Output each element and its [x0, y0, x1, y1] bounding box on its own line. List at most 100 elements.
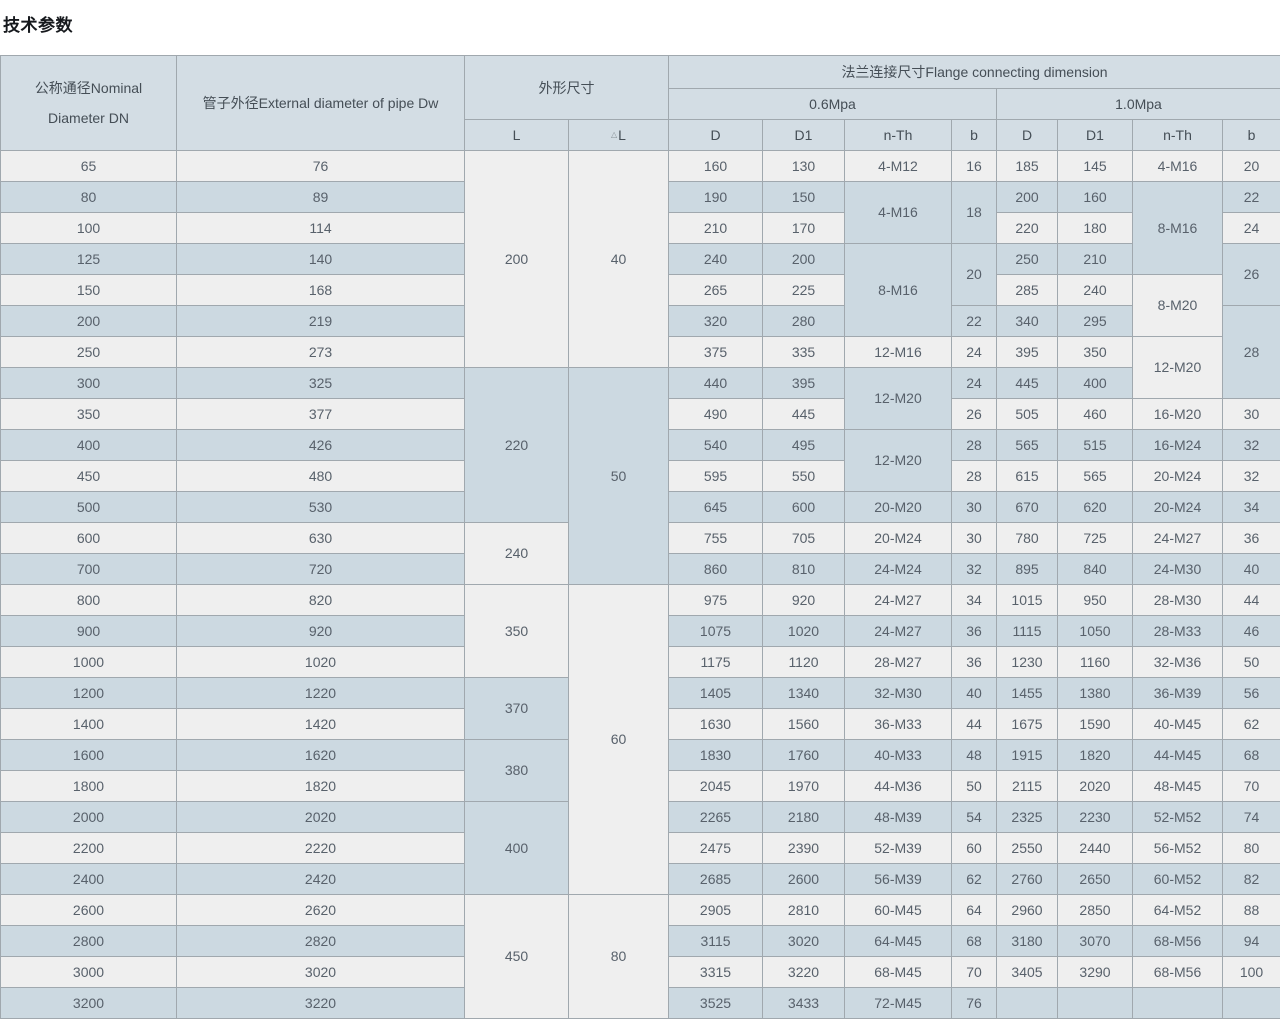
- col-header-d1-06: D1: [762, 119, 845, 151]
- table-cell: 200: [762, 243, 845, 275]
- table-cell: 1820: [1057, 739, 1133, 771]
- table-cell: 70: [1222, 770, 1280, 802]
- table-cell: 65: [0, 150, 177, 182]
- table-cell: 2220: [176, 832, 465, 864]
- table-cell: 62: [951, 863, 997, 895]
- table-cell: 600: [0, 522, 177, 554]
- table-cell: 28-M33: [1132, 615, 1223, 647]
- table-cell: 670: [996, 491, 1058, 523]
- table-cell: 160: [1057, 181, 1133, 213]
- table-cell: 24-M24: [844, 553, 952, 585]
- table-cell: 32: [1222, 429, 1280, 461]
- table-cell: 80: [568, 894, 669, 1019]
- table-cell: 48-M39: [844, 801, 952, 833]
- table-cell: 8-M20: [1132, 274, 1223, 337]
- table-cell: 565: [996, 429, 1058, 461]
- table-cell: 2800: [0, 925, 177, 957]
- table-cell: 400: [0, 429, 177, 461]
- table-cell: 600: [762, 491, 845, 523]
- table-cell: 12-M20: [1132, 336, 1223, 399]
- table-cell: 1405: [668, 677, 763, 709]
- table-cell: 3070: [1057, 925, 1133, 957]
- table-cell: 2960: [996, 894, 1058, 926]
- table-cell: 26: [1222, 243, 1280, 306]
- table-cell: 565: [1057, 460, 1133, 492]
- spec-table-header: 公称通径Nominal Diameter DN 管子外径External dia…: [0, 55, 1280, 151]
- table-cell: 50: [568, 367, 669, 585]
- table-cell: 180: [1057, 212, 1133, 244]
- table-cell: 4-M16: [844, 181, 952, 244]
- table-cell: 426: [176, 429, 465, 461]
- table-cell: 2685: [668, 863, 763, 895]
- table-cell: 2400: [0, 863, 177, 895]
- table-cell: 210: [1057, 243, 1133, 275]
- table-cell: 350: [464, 584, 569, 678]
- table-cell: 755: [668, 522, 763, 554]
- table-cell: 2200: [0, 832, 177, 864]
- table-cell: 325: [176, 367, 465, 399]
- table-cell: 60: [568, 584, 669, 895]
- table-cell: 8-M16: [844, 243, 952, 337]
- table-cell: 480: [176, 460, 465, 492]
- table-cell: 200: [464, 150, 569, 368]
- table-cell: 74: [1222, 801, 1280, 833]
- table-cell: 2475: [668, 832, 763, 864]
- table-cell: 32-M36: [1132, 646, 1223, 678]
- table-cell: 1915: [996, 739, 1058, 771]
- table-cell: 16-M20: [1132, 398, 1223, 430]
- table-cell: 1600: [0, 739, 177, 771]
- table-cell: 24: [951, 367, 997, 399]
- table-cell: 2420: [176, 863, 465, 895]
- table-cell: 400: [1057, 367, 1133, 399]
- table-cell: 1820: [176, 770, 465, 802]
- table-cell: 377: [176, 398, 465, 430]
- table-cell: 615: [996, 460, 1058, 492]
- table-cell: 975: [668, 584, 763, 616]
- table-cell: 800: [0, 584, 177, 616]
- table-cell: 2620: [176, 894, 465, 926]
- col-header-flange-dimension: 法兰连接尺寸Flange connecting dimension: [668, 55, 1280, 89]
- table-cell: 595: [668, 460, 763, 492]
- table-cell: 1230: [996, 646, 1058, 678]
- table-cell: 160: [668, 150, 763, 182]
- table-cell: 2600: [0, 894, 177, 926]
- col-header-nth-06: n-Th: [844, 119, 952, 151]
- table-cell: 340: [996, 305, 1058, 337]
- table-cell: 250: [0, 336, 177, 368]
- header-row-3: L △L D D1 n-Th b D D1 n-Th b: [1, 119, 1280, 151]
- table-cell: 40-M33: [844, 739, 952, 771]
- table-row: 2800 2820 3115 3020 64-M45 68 3180 3070 68-M56 94: [0, 925, 1280, 957]
- table-cell: 1800: [0, 770, 177, 802]
- table-cell: 170: [762, 212, 845, 244]
- table-cell: 400: [464, 801, 569, 895]
- table-cell: 20-M24: [1132, 460, 1223, 492]
- table-cell: [996, 987, 1058, 1019]
- table-cell: 80: [0, 181, 177, 213]
- col-header-external-diameter: 管子外径External diameter of pipe Dw: [176, 55, 465, 151]
- table-cell: 1560: [762, 708, 845, 740]
- table-cell: 3220: [762, 956, 845, 988]
- table-cell: 60: [951, 832, 997, 864]
- table-cell: 44: [1222, 584, 1280, 616]
- table-cell: 2325: [996, 801, 1058, 833]
- table-cell: 2440: [1057, 832, 1133, 864]
- table-cell: 8-M16: [1132, 181, 1223, 275]
- table-cell: 64-M45: [844, 925, 952, 957]
- table-row: 3200 3220 3525 3433 72-M45 76: [0, 987, 1280, 1019]
- table-row: 600 630 240 755 705 20-M24 30 780 725 24-M27 36: [0, 522, 1280, 585]
- table-cell: 28: [951, 460, 997, 492]
- table-cell: 34: [1222, 491, 1280, 523]
- table-row: 150 168 265 225 285 240 8-M20: [0, 274, 1280, 337]
- table-row: 450 480 595 550 28 615 565 20-M24 32: [0, 460, 1280, 492]
- table-cell: 60-M45: [844, 894, 952, 926]
- table-cell: 54: [951, 801, 997, 833]
- table-cell: 125: [0, 243, 177, 275]
- table-row: 700 720 860 810 24-M24 32 895 840 24-M30 40: [0, 553, 1280, 585]
- table-row: 1400 1420 1630 1560 36-M33 44 1675 1590 40-M45 62: [0, 708, 1280, 740]
- table-cell: 375: [668, 336, 763, 368]
- table-cell: 44-M45: [1132, 739, 1223, 771]
- table-row: 1800 1820 2045 1970 44-M36 50 2115 2020 48-M45 70: [0, 770, 1280, 802]
- col-header-l: L: [464, 119, 569, 151]
- table-cell: 32-M30: [844, 677, 952, 709]
- table-cell: 210: [668, 212, 763, 244]
